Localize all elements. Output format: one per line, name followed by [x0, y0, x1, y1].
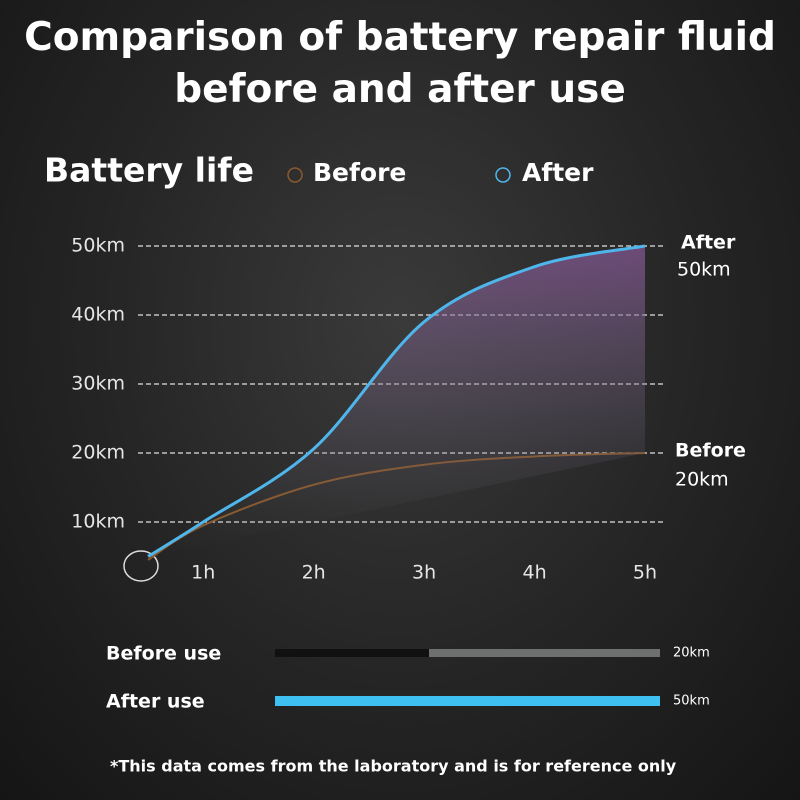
y-tick-label: 50km	[71, 235, 125, 257]
legend-label: Before	[313, 158, 406, 187]
bar	[275, 649, 429, 657]
bar-label: After use	[106, 691, 205, 713]
line	[147, 244, 646, 558]
bar-value-label: 50km	[673, 694, 710, 709]
y-tick-label: 20km	[71, 442, 125, 464]
legend-label: After	[522, 158, 594, 187]
end-label-value: 50km	[677, 259, 731, 281]
bar-track	[275, 649, 660, 657]
y-tick-label: 30km	[71, 373, 125, 395]
origin-decoration	[123, 550, 159, 582]
area	[148, 246, 645, 557]
legend-marker	[495, 167, 511, 183]
end-label-name: Before	[675, 440, 746, 462]
end-label-name: After	[681, 232, 736, 254]
y-tick-label: 40km	[71, 304, 125, 326]
page-title: Comparison of battery repair fluid befor…	[24, 15, 776, 112]
x-tick-label: 3h	[412, 562, 436, 584]
x-tick-label: 2h	[302, 562, 326, 584]
x-tick-label: 1h	[191, 562, 215, 584]
chart-title: Battery life	[44, 151, 254, 190]
end-label-value: 20km	[675, 469, 729, 491]
bar-label: Before use	[106, 643, 221, 665]
y-tick-label: 10km	[71, 511, 125, 533]
legend-marker	[287, 167, 303, 183]
footnote: *This data comes from the laboratory and…	[110, 757, 677, 776]
bar	[275, 696, 660, 706]
bar-value-label: 20km	[673, 646, 710, 661]
x-tick-label: 4h	[522, 562, 546, 584]
x-tick-label: 5h	[633, 562, 657, 584]
